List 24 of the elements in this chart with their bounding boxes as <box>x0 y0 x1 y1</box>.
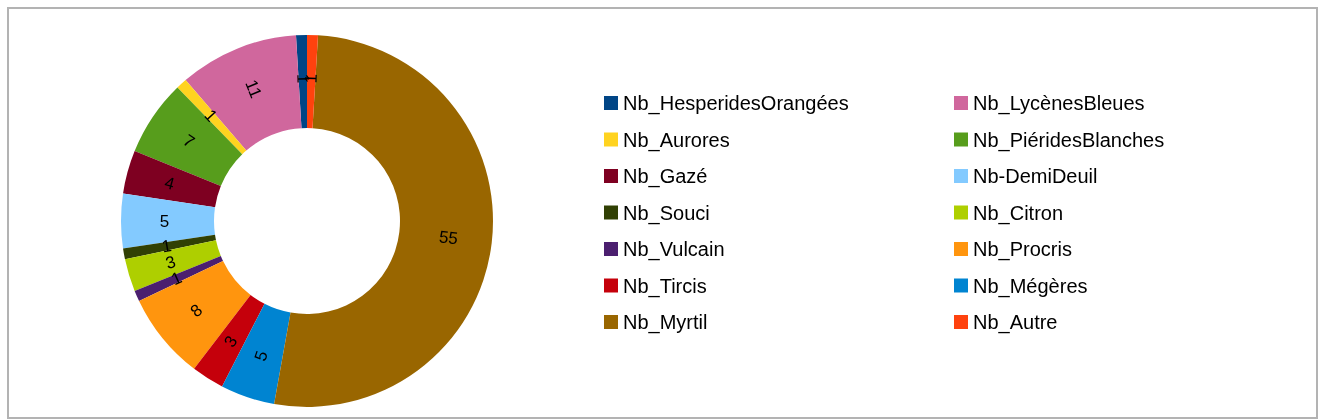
legend-label: Nb_HesperidesOrangées <box>623 92 849 115</box>
legend-label: Nb_Gazé <box>623 165 708 188</box>
legend-label: Nb_Mégères <box>973 274 1088 298</box>
legend-label: Nb_LycènesBleues <box>973 92 1145 115</box>
legend-label: Nb_Aurores <box>623 128 730 152</box>
legend-label: Nb-DemiDeuil <box>973 165 1098 187</box>
data-label: 1 <box>200 105 222 126</box>
data-label: 7 <box>179 130 199 152</box>
data-label: 55 <box>437 227 460 249</box>
data-label: 5 <box>159 211 170 231</box>
legend-label: Nb_Autre <box>973 311 1058 334</box>
data-label: 4 <box>162 173 177 194</box>
legend-label: Nb_Procris <box>973 238 1072 261</box>
legend-label: Nb_Citron <box>973 201 1064 225</box>
data-label: 3 <box>220 332 242 351</box>
data-label: 1 <box>160 236 174 257</box>
data-label: 8 <box>186 300 207 322</box>
legend-label: Nb_Tircis <box>623 274 707 298</box>
data-label: 5 <box>250 348 272 364</box>
data-label: 11 <box>241 77 266 101</box>
legend-label: Nb_PiéridesBlanches <box>973 128 1165 152</box>
legend-label: Nb_Myrtil <box>623 311 708 334</box>
legend-label: Nb_Vulcain <box>623 238 725 261</box>
legend-label: Nb_Souci <box>623 201 710 225</box>
